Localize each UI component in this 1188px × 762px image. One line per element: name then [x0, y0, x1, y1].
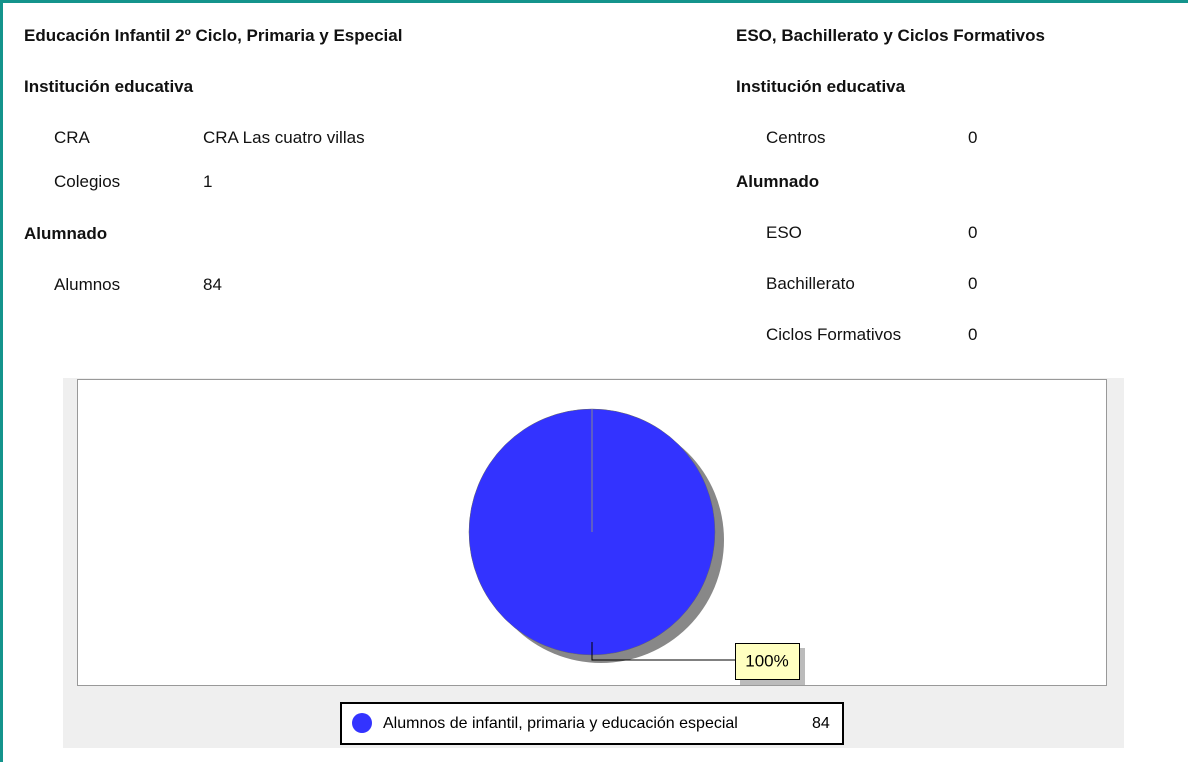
legend-swatch: [352, 713, 372, 733]
column-title: ESO, Bachillerato y Ciclos Formativos: [736, 26, 1045, 45]
data-label: 100%: [745, 651, 788, 670]
top-border: [0, 0, 1188, 3]
column-title: Educación Infantil 2º Ciclo, Primaria y …: [24, 26, 403, 45]
row-label: Centros: [766, 128, 826, 147]
row-value: 84: [203, 275, 222, 294]
row-value: CRA Las cuatro villas: [203, 128, 365, 147]
row-label: Bachillerato: [766, 274, 855, 293]
row-label: ESO: [766, 223, 802, 242]
row-value: 0: [968, 325, 978, 344]
leader-line: [591, 642, 735, 661]
section-heading: Alumnado: [24, 224, 108, 243]
label-box: [735, 643, 800, 680]
legend-box: [340, 702, 844, 745]
section-heading: Institución educativa: [24, 77, 194, 96]
row-label: Ciclos Formativos: [766, 325, 902, 344]
section-heading: Alumnado: [736, 172, 820, 191]
row-value: 0: [968, 223, 978, 242]
row-value: 0: [968, 128, 978, 147]
row-value: 0: [968, 274, 978, 293]
section-heading: Institución educativa: [736, 77, 906, 96]
row-value: 1: [203, 172, 213, 191]
legend-value: 84: [812, 715, 830, 732]
legend-label: Alumnos de infantil, primaria y educació…: [383, 715, 738, 732]
row-label: Colegios: [54, 172, 121, 191]
row-label: CRA: [54, 128, 90, 147]
row-label: Alumnos: [54, 275, 121, 294]
left-border: [0, 0, 3, 762]
